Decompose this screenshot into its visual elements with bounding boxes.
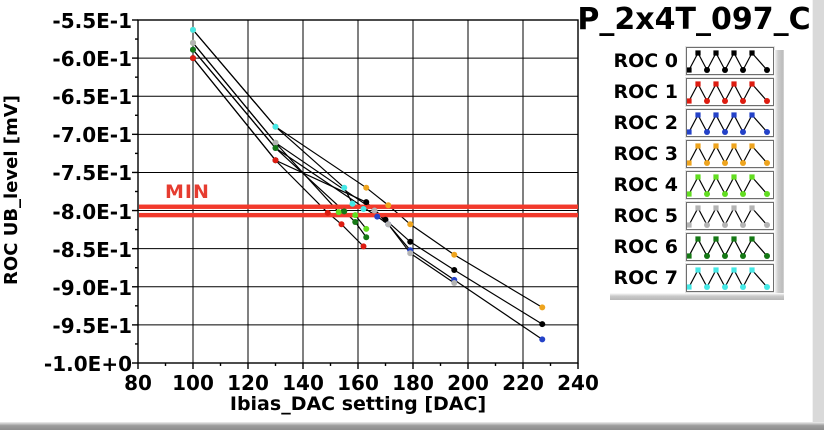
y-tick-label: -9.0E-1	[52, 275, 132, 300]
legend-shadow-bar	[774, 50, 784, 295]
data-point-roc-1	[338, 221, 345, 228]
data-point-roc-0	[451, 267, 458, 274]
x-tick-label: 100	[172, 371, 214, 395]
x-axis-title: Ibias_DAC setting [DAC]	[229, 393, 487, 415]
legend-item-roc-7[interactable]: ROC 7	[602, 262, 792, 293]
plot-legend: ROC 0 ROC 1 ROC 2 ROC 3 ROC 4 ROC 5 ROC 6 ROC 7	[602, 45, 792, 294]
legend-item-roc-2[interactable]: ROC 2	[602, 107, 792, 138]
data-point-roc-7	[341, 184, 348, 191]
data-point-roc-0	[363, 199, 370, 206]
data-point-roc-6	[190, 46, 196, 53]
zigzag-line-icon	[685, 231, 775, 262]
x-tick-label: 240	[557, 371, 599, 395]
data-point-roc-1	[272, 157, 279, 164]
data-point-roc-4	[363, 225, 370, 232]
legend-item-roc-3[interactable]: ROC 3	[602, 138, 792, 169]
y-tick-label: -7.5E-1	[52, 161, 132, 186]
data-point-roc-0	[407, 238, 414, 245]
data-point-roc-7	[360, 206, 367, 213]
data-point-roc-2	[539, 336, 546, 343]
chart-title: P_2x4T_097_C	[577, 2, 811, 37]
data-point-roc-4	[335, 209, 342, 216]
legend-item-label: ROC 4	[613, 173, 678, 196]
data-point-roc-1	[324, 209, 331, 216]
legend-item-label: ROC 3	[613, 142, 678, 165]
series-line-roc-7	[192, 29, 364, 210]
x-tick-label: 80	[124, 371, 152, 395]
limit-line	[139, 212, 578, 218]
y-tick-label: -6.0E-1	[52, 47, 132, 72]
legend-item-roc-0[interactable]: ROC 0	[602, 45, 792, 76]
zigzag-line-icon	[685, 169, 775, 200]
y-tick-label: -6.5E-1	[52, 85, 132, 110]
series-line-roc-4	[192, 42, 367, 230]
y-tick-label: -8.5E-1	[52, 237, 132, 262]
x-tick-label: 140	[282, 371, 324, 395]
legend-shadow-bottom	[610, 293, 784, 300]
data-point-roc-5	[407, 250, 414, 257]
panel-bottom-bevel	[0, 422, 824, 430]
series-line-roc-0	[192, 57, 543, 325]
legend-item-roc-6[interactable]: ROC 6	[602, 231, 792, 262]
x-tick-label: 180	[392, 371, 434, 395]
series-line-roc-2	[192, 49, 543, 340]
data-point-roc-3	[451, 251, 458, 258]
data-point-roc-6	[272, 145, 279, 152]
limit-line	[139, 204, 578, 209]
data-point-roc-5	[272, 139, 279, 146]
x-tick-label: 120	[227, 371, 269, 395]
y-tick-label: -8.0E-1	[52, 199, 132, 224]
legend-item-label: ROC 0	[613, 49, 678, 72]
series-line-roc-3	[192, 29, 543, 308]
legend-item-roc-1[interactable]: ROC 1	[602, 76, 792, 107]
data-point-roc-5	[190, 39, 196, 46]
data-point-roc-3	[363, 184, 370, 191]
series-line-roc-5	[192, 42, 455, 284]
legend-item-label: ROC 1	[613, 80, 678, 103]
zigzag-line-icon	[685, 45, 775, 76]
zigzag-line-icon	[685, 107, 775, 138]
y-tick-label: -5.5E-1	[52, 9, 132, 33]
x-tick-label: 200	[447, 371, 489, 395]
legend-item-roc-5[interactable]: ROC 5	[602, 200, 792, 231]
data-point-roc-6	[363, 234, 370, 241]
data-point-roc-6	[352, 218, 359, 225]
data-point-roc-7	[272, 123, 279, 130]
legend-item-roc-4[interactable]: ROC 4	[602, 169, 792, 200]
data-point-roc-4	[352, 212, 359, 219]
zigzag-line-icon	[685, 138, 775, 169]
data-point-roc-1	[190, 55, 196, 62]
legend-item-label: ROC 6	[613, 235, 678, 258]
legend-item-label: ROC 5	[613, 204, 678, 227]
x-tick-label: 220	[502, 371, 544, 395]
zigzag-line-icon	[685, 76, 775, 107]
data-point-roc-2	[374, 213, 381, 220]
data-point-roc-3	[407, 221, 414, 228]
data-point-roc-1	[360, 243, 367, 250]
data-point-roc-0	[382, 216, 389, 223]
legend-item-label: ROC 2	[613, 111, 678, 134]
zigzag-line-icon	[685, 200, 775, 231]
data-point-roc-7	[349, 200, 356, 207]
y-tick-label: -9.5E-1	[52, 313, 132, 338]
data-point-roc-5	[371, 207, 378, 214]
data-point-roc-5	[451, 279, 458, 286]
x-tick-label: 160	[337, 371, 379, 395]
legend-item-label: ROC 7	[613, 266, 678, 289]
data-point-roc-3	[385, 202, 392, 209]
data-point-roc-0	[539, 321, 546, 328]
panel-right-bevel	[812, 0, 824, 430]
series-line-roc-6	[192, 49, 367, 238]
data-point-roc-6	[341, 208, 348, 215]
zigzag-line-icon	[685, 262, 775, 293]
y-tick-label: -7.0E-1	[52, 123, 132, 148]
data-point-roc-7	[190, 26, 196, 33]
data-point-roc-5	[385, 221, 392, 228]
data-point-roc-3	[539, 304, 546, 311]
series-line-roc-1	[192, 57, 364, 247]
y-tick-label: -1.0E+0	[43, 352, 132, 376]
min-limit-label: MIN	[165, 181, 210, 203]
